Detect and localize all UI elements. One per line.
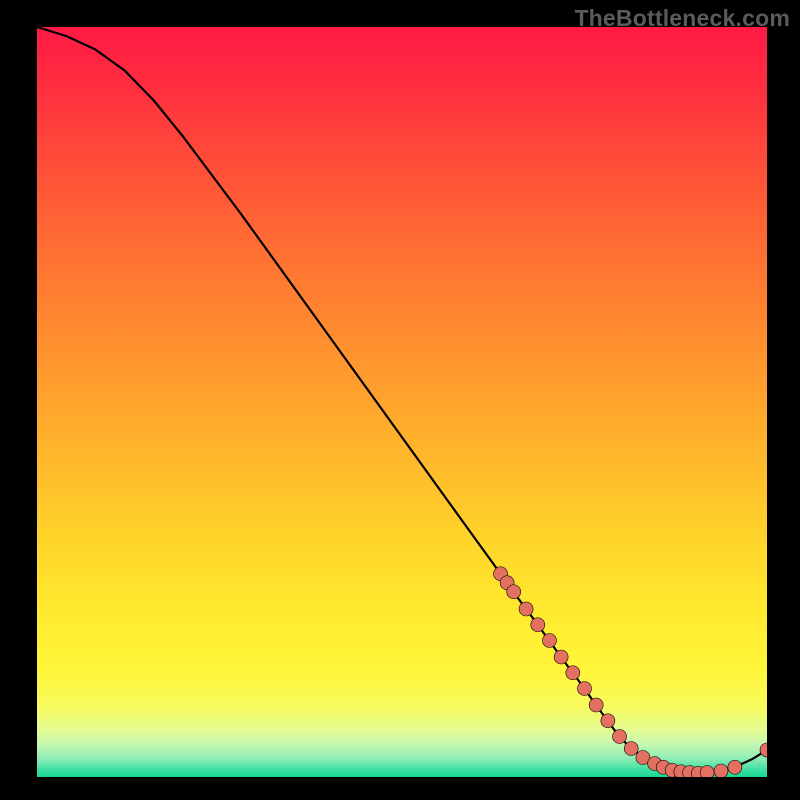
scatter-marker <box>531 618 545 632</box>
scatter-marker <box>554 650 568 664</box>
scatter-marker <box>578 682 592 696</box>
scatter-marker <box>728 760 742 774</box>
scatter-marker <box>624 742 638 756</box>
scatter-marker <box>613 730 627 744</box>
scatter-marker <box>589 698 603 712</box>
scatter-marker <box>519 602 533 616</box>
scatter-marker <box>601 714 615 728</box>
scatter-marker <box>566 666 580 680</box>
gradient-backdrop <box>37 27 767 777</box>
scatter-marker <box>700 766 714 778</box>
scatter-marker <box>714 764 728 777</box>
scatter-marker <box>542 634 556 648</box>
scatter-marker <box>507 585 521 599</box>
chart-plot-area <box>37 27 767 777</box>
